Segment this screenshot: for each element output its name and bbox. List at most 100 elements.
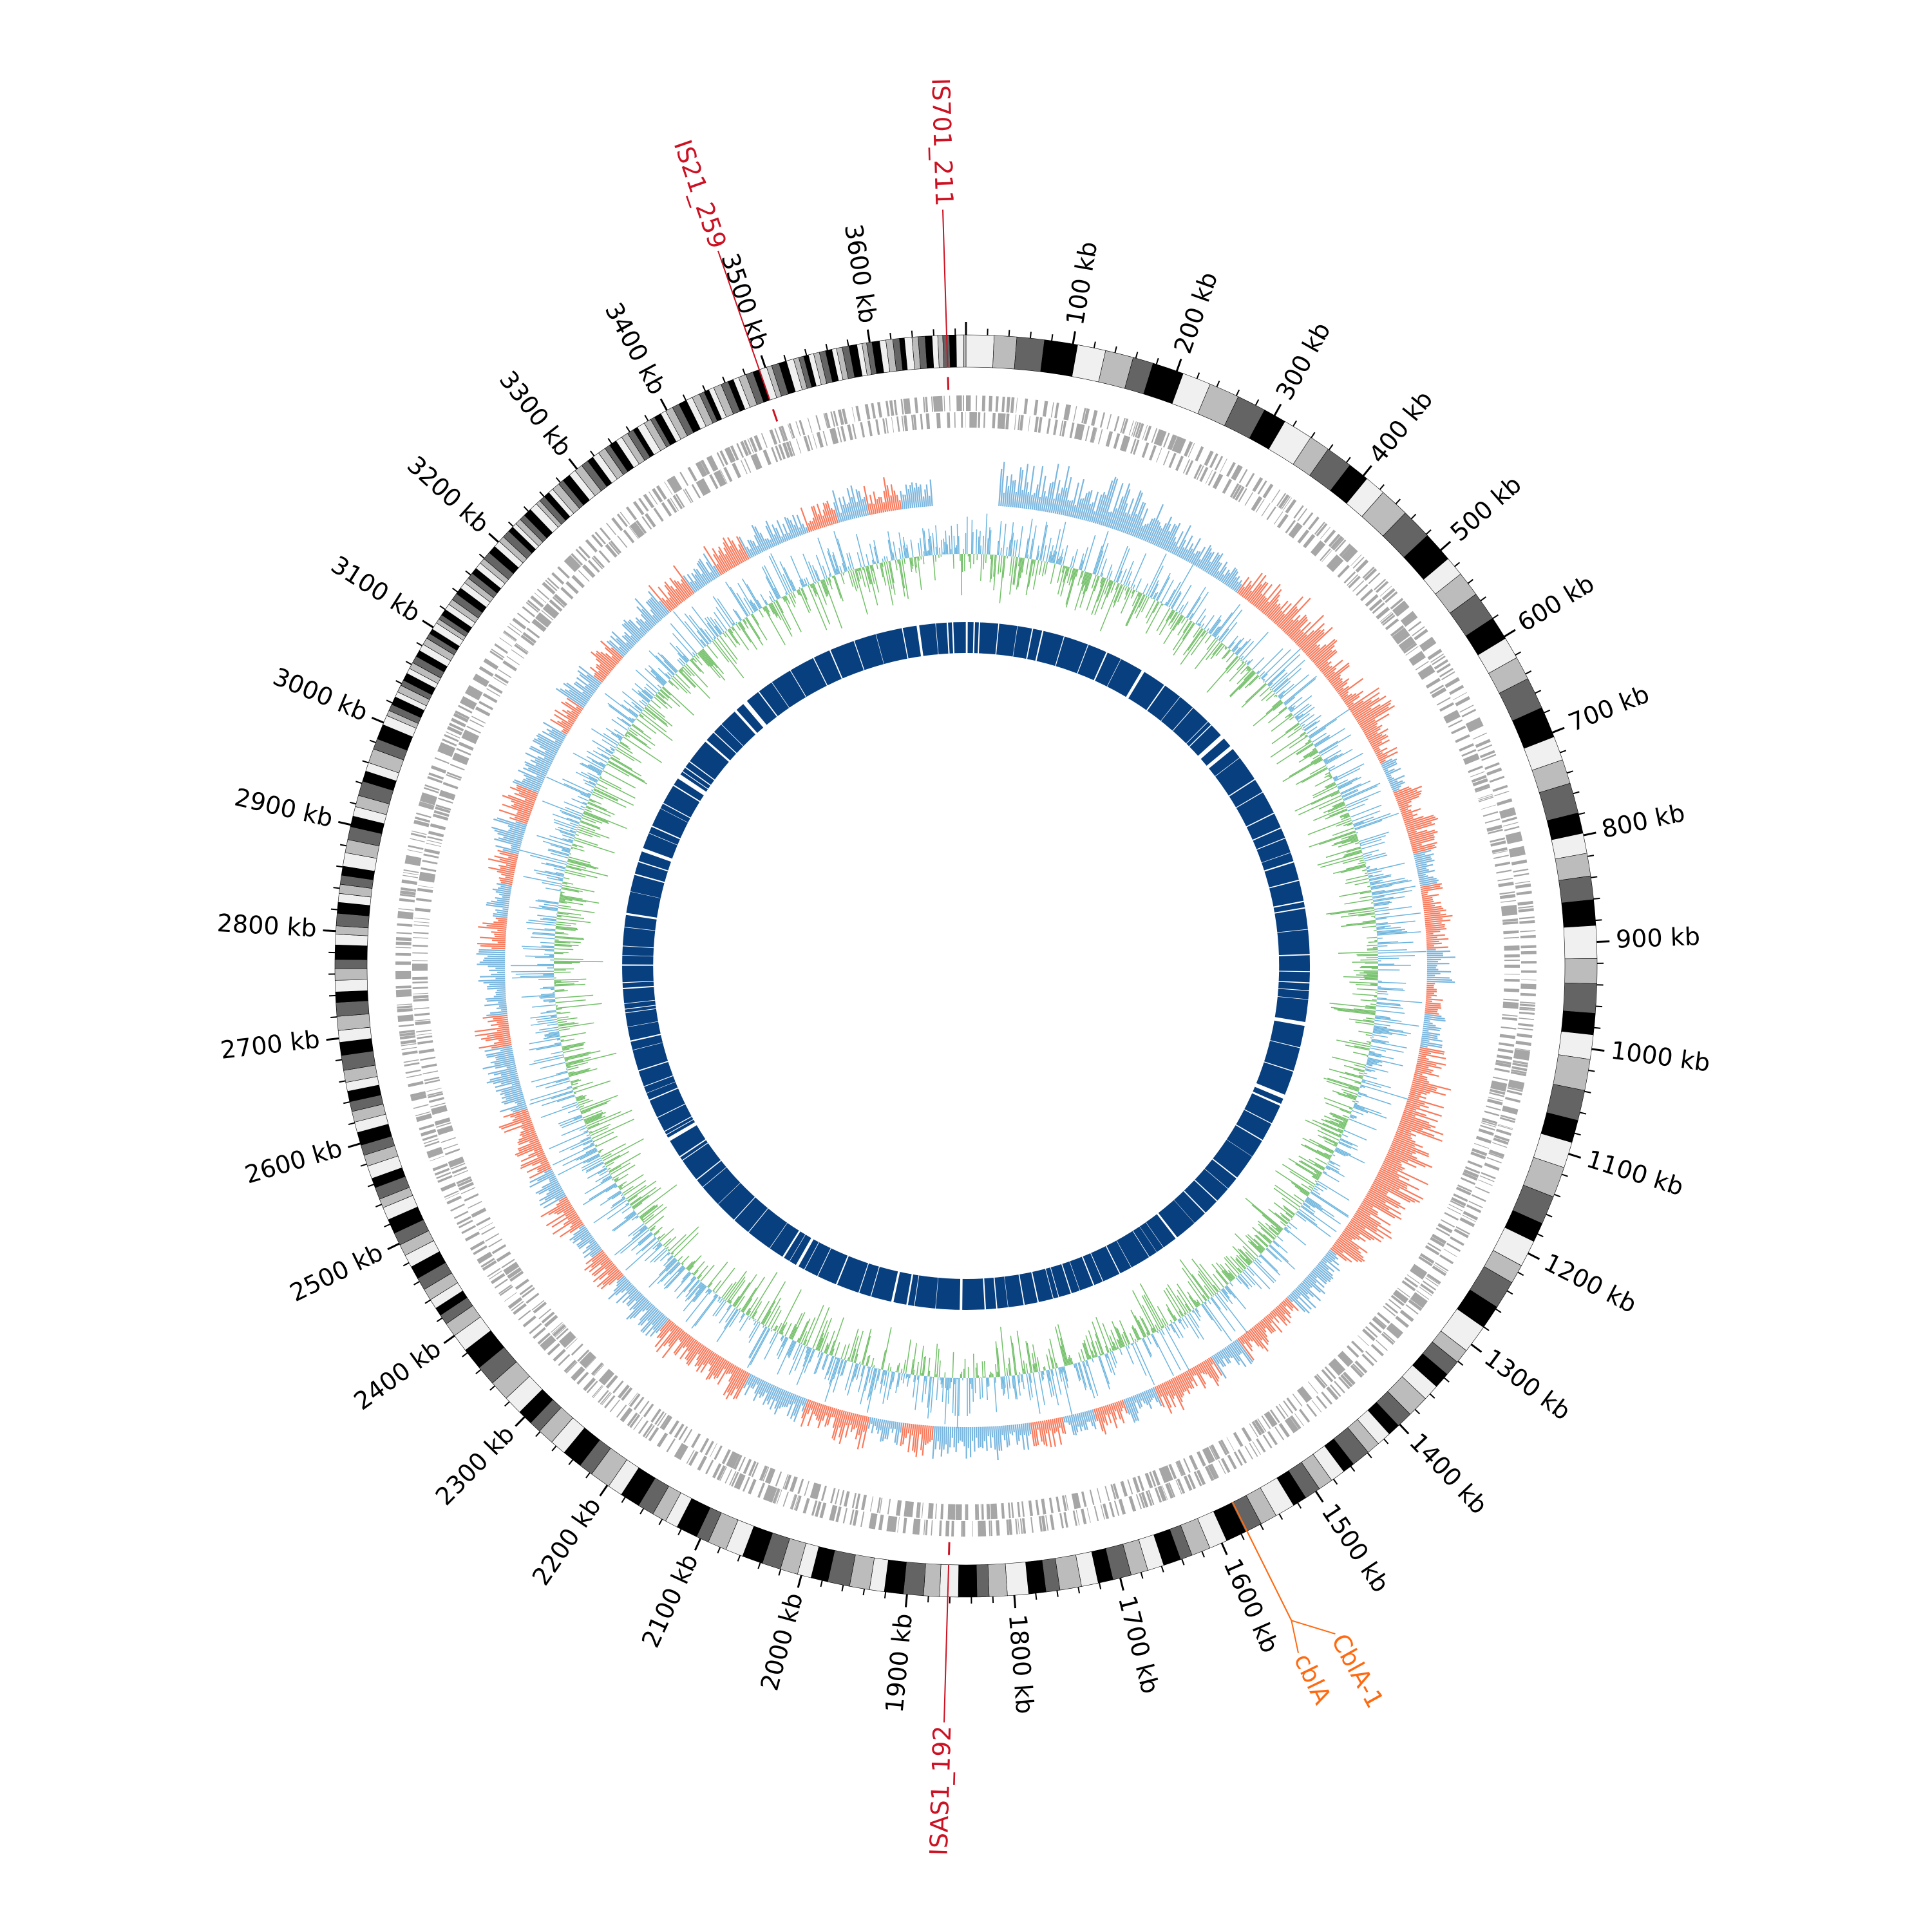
gc-bar (1319, 831, 1356, 846)
gene-feature (1406, 1274, 1420, 1284)
gc-bar (1367, 1057, 1403, 1066)
gene-feature (395, 947, 412, 949)
gene-feature (829, 1504, 838, 1521)
gene-feature (507, 1297, 523, 1309)
gene-feature (643, 493, 655, 509)
gene-feature (1515, 1048, 1531, 1052)
gene-feature (1450, 1236, 1464, 1246)
gene-feature (1204, 450, 1214, 466)
gc-bar (1051, 550, 1056, 564)
skew-negative-bar (824, 1406, 832, 1427)
skew-negative-bar (800, 1399, 811, 1427)
skew-negative-bar (567, 720, 574, 725)
gc-bar (701, 649, 718, 668)
gene-feature (400, 1039, 417, 1045)
gc-bar (1254, 1235, 1268, 1247)
gc-bar (743, 618, 747, 624)
gc-bar (559, 1137, 592, 1153)
gc-bar (1294, 790, 1340, 812)
gc-bar (1135, 595, 1148, 619)
gc-bar (1263, 679, 1265, 681)
skew-negative-bar (1425, 918, 1443, 922)
gene-feature (428, 831, 444, 838)
gc-bar (1314, 1171, 1321, 1176)
skew-positive-bar (1422, 1031, 1441, 1036)
gc-bar (589, 764, 603, 772)
gc-bar (534, 869, 564, 877)
gc-bar (898, 559, 905, 597)
skew-positive-bar (578, 1237, 594, 1249)
skew-positive-bar (788, 533, 792, 540)
gc-bar (761, 566, 779, 600)
gene-feature (488, 1238, 502, 1247)
skew-positive-bar (1024, 1423, 1030, 1450)
skew-negative-bar (592, 1264, 615, 1283)
gene-feature (565, 581, 579, 594)
gc-bar (762, 607, 766, 612)
gene-feature (903, 398, 911, 415)
skew-negative-bar (1378, 751, 1398, 762)
gc-bar (887, 1363, 890, 1371)
gene-feature (1390, 1294, 1405, 1307)
gc-bar (611, 732, 622, 741)
gc-bar (639, 1226, 647, 1232)
skew-positive-bar (492, 888, 511, 893)
skew-negative-bar (497, 1020, 509, 1023)
skew-negative-bar (1363, 723, 1378, 733)
gene-feature (494, 673, 509, 684)
skew-negative-bar (1420, 885, 1441, 891)
gene-feature (1493, 1137, 1509, 1145)
gc-bar (679, 669, 697, 688)
gene-feature (482, 1260, 497, 1271)
gene-feature (415, 1111, 431, 1117)
gc-bar (715, 1267, 735, 1294)
gc-bar (1343, 976, 1378, 978)
skew-positive-bar (1171, 531, 1184, 554)
skew-positive-bar (981, 1426, 984, 1448)
skew-positive-bar (1310, 1272, 1318, 1279)
gene-feature (1504, 978, 1520, 982)
gene-feature (705, 1459, 714, 1475)
skew-negative-bar (1371, 741, 1383, 748)
skew-negative-bar (501, 1117, 531, 1130)
skew-negative-bar (1408, 1096, 1444, 1109)
skew-positive-bar (876, 1419, 882, 1434)
gene-feature (1453, 692, 1467, 701)
gene-feature (1463, 1169, 1479, 1179)
skew-positive-bar (608, 1280, 629, 1300)
gene-feature (1503, 998, 1519, 1001)
gc-bar (1378, 945, 1388, 947)
skew-negative-bar (1117, 1401, 1123, 1412)
gc-bar (682, 1271, 690, 1280)
gc-bar (808, 585, 828, 630)
skew-negative-bar (674, 1334, 691, 1356)
gc-bar (1258, 1231, 1272, 1244)
gc-bar (672, 632, 694, 658)
skew-negative-bar (1426, 990, 1437, 992)
gene-feature (1385, 591, 1398, 603)
gene-feature (1061, 421, 1067, 437)
gc-bar (1083, 1343, 1090, 1360)
gc-bar (618, 739, 621, 741)
gc-bar (683, 655, 689, 662)
skew-negative-bar (1419, 1050, 1432, 1055)
gc-bar (820, 580, 828, 597)
gene-feature (1074, 423, 1085, 440)
gc-bar (1352, 810, 1381, 822)
gc-bar (609, 746, 616, 751)
gc-bar (562, 838, 573, 842)
skew-negative-bar (1186, 1370, 1193, 1382)
gc-bar (638, 692, 650, 703)
gc-bar (561, 887, 583, 893)
skew-positive-bar (1382, 761, 1397, 769)
gc-bar (1245, 1235, 1264, 1253)
gc-bar (779, 561, 795, 592)
skew-negative-bar (1268, 1313, 1274, 1320)
skew-negative-bar (673, 1333, 689, 1354)
gc-bar (1287, 726, 1303, 739)
gene-feature (1041, 1499, 1046, 1515)
skew-negative-bar (563, 1206, 574, 1214)
skew-negative-bar (678, 1331, 686, 1341)
gc-bar (822, 565, 828, 578)
gc-bar (1294, 725, 1302, 731)
